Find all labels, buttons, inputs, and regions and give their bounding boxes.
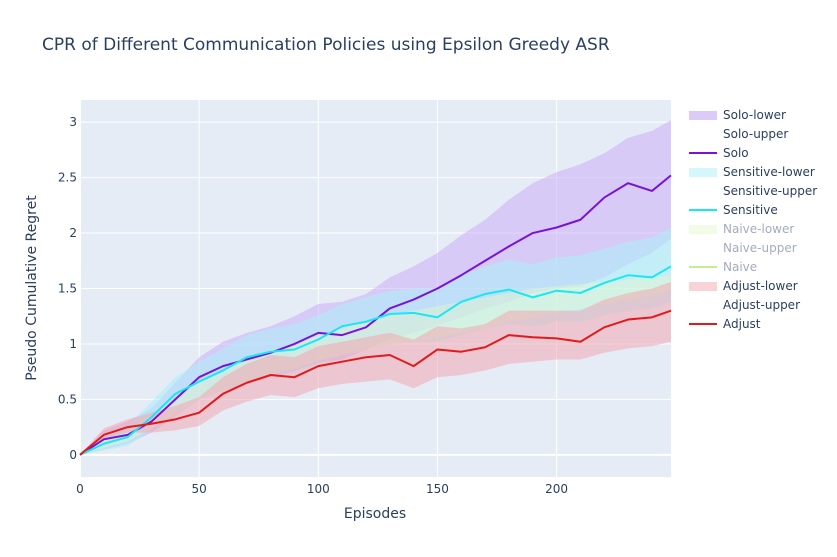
y-tick-label: 2: [69, 226, 77, 240]
legend-item-solo-lower[interactable]: Solo-lower: [689, 108, 786, 122]
legend-item-sensitive-lower[interactable]: Sensitive-lower: [689, 165, 815, 179]
x-axis-title: Episodes: [344, 506, 406, 522]
adjust-line: [79, 309, 672, 456]
legend-item-sensitive-upper[interactable]: Sensitive-upper: [723, 184, 817, 198]
legend-item-solo[interactable]: Solo: [689, 146, 749, 160]
legend[interactable]: Solo-lower Solo-upper Solo Sensitive-lower S…: [689, 108, 817, 331]
x-tick-label: 50: [192, 482, 207, 496]
naive-band: [80, 275, 671, 455]
chart-title: CPR of Different Communication Policies …: [42, 35, 610, 55]
legend-label: Naive-upper: [723, 241, 797, 255]
legend-label: Solo-lower: [723, 108, 786, 122]
legend-item-naive-lower[interactable]: Naive-lower: [689, 222, 794, 236]
legend-item-sensitive[interactable]: Sensitive: [689, 203, 778, 217]
legend-item-naive[interactable]: Naive: [689, 260, 757, 274]
y-tick-label: 3: [69, 115, 77, 129]
y-axis-ticks: 0 0.5 1 1.5 2 2.5 3: [58, 115, 77, 462]
y-axis-title: Pseudo Cumulative Regret: [24, 195, 40, 381]
x-tick-label: 100: [307, 482, 330, 496]
legend-label: Solo: [723, 146, 749, 160]
legend-label: Adjust-upper: [723, 298, 800, 312]
legend-label: Naive-lower: [723, 222, 794, 236]
legend-item-adjust[interactable]: Adjust: [689, 317, 761, 331]
y-tick-label: 0: [69, 448, 77, 462]
x-tick-label: 150: [426, 482, 449, 496]
legend-label: Adjust: [723, 317, 761, 331]
legend-label: Naive: [723, 260, 757, 274]
adjust-band: [80, 281, 671, 455]
legend-item-adjust-lower[interactable]: Adjust-lower: [689, 279, 798, 293]
legend-swatch-band: [689, 282, 717, 291]
legend-item-solo-upper[interactable]: Solo-upper: [723, 127, 788, 141]
y-tick-label: 1: [69, 337, 77, 351]
legend-item-adjust-upper[interactable]: Adjust-upper: [723, 298, 800, 312]
legend-swatch-band: [689, 168, 717, 177]
series-lines: [79, 174, 672, 456]
legend-swatch-band: [689, 111, 717, 120]
legend-label: Sensitive-lower: [723, 165, 815, 179]
x-axis-ticks: 0 50 100 150 200: [76, 482, 568, 496]
legend-label: Solo-upper: [723, 127, 788, 141]
x-tick-label: 200: [545, 482, 568, 496]
legend-item-naive-upper[interactable]: Naive-upper: [723, 241, 797, 255]
y-tick-label: 2.5: [58, 171, 77, 185]
sensitive-line: [79, 265, 672, 456]
y-tick-label: 1.5: [58, 282, 77, 296]
confidence-bands: [80, 119, 671, 455]
legend-swatch-band: [689, 225, 717, 234]
legend-label: Sensitive: [723, 203, 778, 217]
x-tick-label: 0: [76, 482, 84, 496]
legend-label: Adjust-lower: [723, 279, 798, 293]
legend-label: Sensitive-upper: [723, 184, 817, 198]
y-tick-label: 0.5: [58, 392, 77, 406]
zero-line: [79, 100, 671, 477]
